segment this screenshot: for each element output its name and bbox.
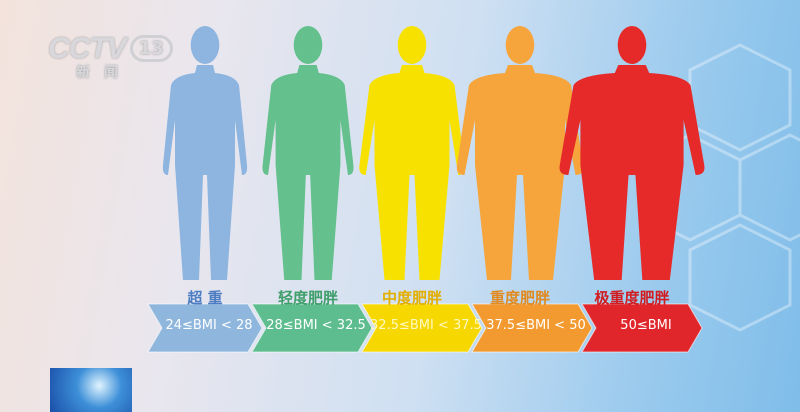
bmi-range-arrow (251, 303, 373, 353)
bmi-range-text: 37.5≤BMI < 50 (486, 318, 586, 333)
logo-number: 13 (129, 35, 173, 62)
logo-channel: CCTV (48, 32, 127, 65)
bmi-range-arrow (581, 303, 703, 353)
body-silhouette (162, 26, 248, 280)
bmi-range-text: 50≤BMI (620, 318, 672, 333)
body-silhouette (559, 26, 705, 280)
bmi-range-text: 32.5≤BMI < 37.5 (370, 318, 482, 333)
category-label: 极重度肥胖 (594, 289, 670, 307)
bmi-range-arrow (361, 303, 483, 353)
bmi-range-text: 24≤BMI < 28 (165, 318, 253, 333)
video-thumbnail (50, 368, 132, 412)
bmi-range-arrow (147, 303, 263, 353)
category-label: 超 重 (187, 289, 223, 307)
category-label: 中度肥胖 (381, 289, 443, 307)
logo-subtitle: 新闻 (76, 65, 132, 81)
bmi-range-arrow (471, 303, 593, 353)
body-silhouette (456, 26, 584, 280)
category-label: 重度肥胖 (489, 289, 551, 307)
category-label: 轻度肥胖 (277, 289, 339, 307)
bmi-range-text: 28≤BMI < 32.5 (266, 318, 366, 333)
body-silhouette (262, 26, 354, 280)
cctv13-logo: CCTV 13 新闻 (48, 32, 173, 82)
body-silhouette (359, 26, 465, 280)
